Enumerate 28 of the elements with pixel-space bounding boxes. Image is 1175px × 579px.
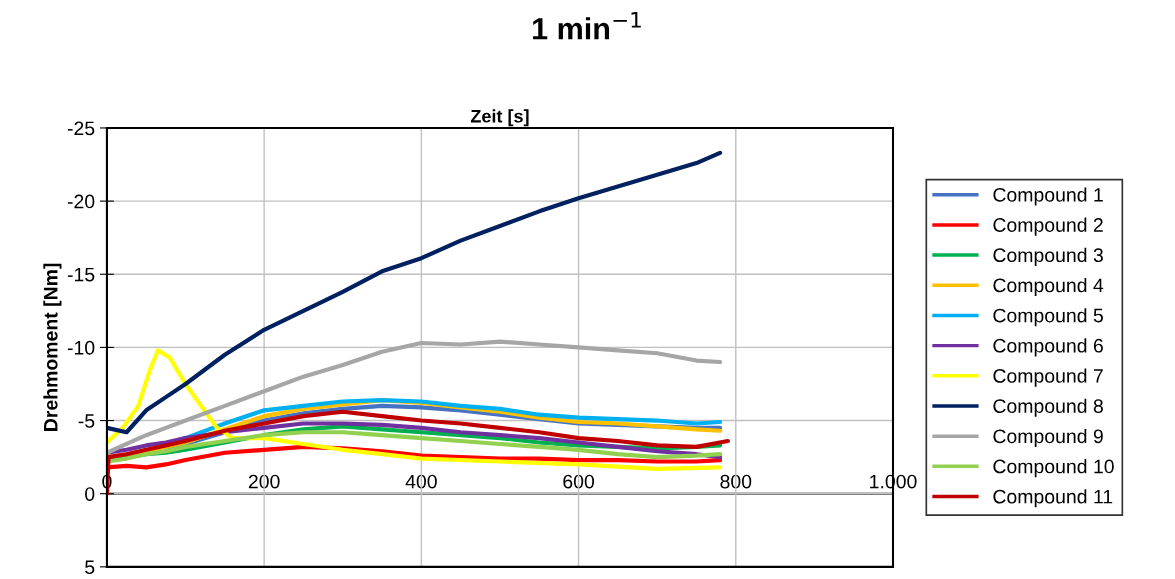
line-series xyxy=(106,348,723,471)
legend-label: Compound 9 xyxy=(993,428,1103,448)
y-tick-label: -10 xyxy=(67,340,95,355)
legend-label: Compound 11 xyxy=(993,489,1113,508)
x-tick-label: 800 xyxy=(720,474,752,489)
y-axis-title: Drehmoment [Nm] xyxy=(43,263,62,431)
y-tick-label: -25 xyxy=(67,121,95,136)
line-series xyxy=(106,339,723,455)
y-tick-label: -20 xyxy=(67,194,95,209)
legend-label: Compound 4 xyxy=(993,277,1104,297)
y-tick-label: 0 xyxy=(85,487,95,501)
y-tick-label: -5 xyxy=(78,414,95,428)
x-tick-label: 400 xyxy=(405,474,437,489)
legend-label: Compound 7 xyxy=(993,368,1103,387)
legend-label: Compound 10 xyxy=(993,459,1114,478)
chart-title: 1 min$^{−1}$ xyxy=(533,12,641,40)
y-tick-label: -15 xyxy=(67,267,95,282)
line-series xyxy=(106,150,723,435)
legend-label: Compound 2 xyxy=(993,217,1103,236)
legend-label: Compound 3 xyxy=(993,247,1103,266)
legend-label: Compound 6 xyxy=(993,338,1103,357)
legend-label: Compound 5 xyxy=(993,308,1103,327)
x-tick-label: 200 xyxy=(248,474,280,489)
legend-label: Compound 1 xyxy=(993,187,1103,206)
legend-label: Compound 8 xyxy=(993,398,1103,417)
y-tick-label: 5 xyxy=(85,560,95,575)
x-axis-title: Zeit [s] xyxy=(470,109,529,127)
x-tick-label: 600 xyxy=(563,474,595,489)
